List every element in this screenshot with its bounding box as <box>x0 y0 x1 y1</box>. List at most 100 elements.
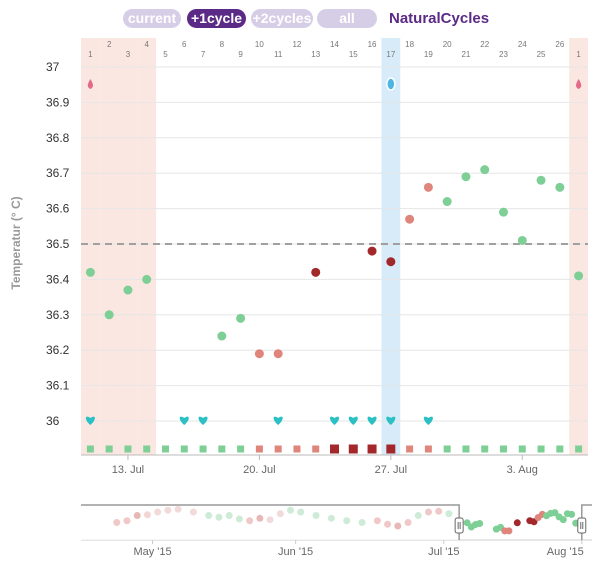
day-status-square <box>500 445 507 453</box>
day-status-square <box>255 445 263 453</box>
navigator-point <box>505 527 513 535</box>
day-status-square <box>330 444 339 454</box>
y-axis-label: Temperatur (° C) <box>9 196 23 289</box>
navigator-history-point <box>154 508 162 516</box>
heart-icon <box>423 416 433 425</box>
navigator-history-point <box>384 520 392 528</box>
navigator-history-point <box>246 517 254 525</box>
navigator-history-point <box>174 505 182 513</box>
day-status-square <box>424 445 432 453</box>
day-status-square <box>443 445 451 453</box>
heart-icon <box>367 416 377 425</box>
y-tick-label: 36.8 <box>46 131 70 145</box>
navigator-point <box>476 520 484 527</box>
day-status-square <box>199 445 207 453</box>
cycle-day-ticks: 1234567891011121314151617181920212223242… <box>88 40 581 59</box>
y-tick-label: 36.5 <box>46 237 70 251</box>
navigator-label: Jul '15 <box>428 546 459 558</box>
navigator-history-point <box>373 517 381 525</box>
navigator-history-point <box>189 508 197 516</box>
day-status-square <box>367 444 377 454</box>
cycle-day-label: 19 <box>424 50 433 59</box>
day-status-square <box>537 445 545 453</box>
cycle-day-label: 20 <box>443 40 452 49</box>
cycle-day-label: 26 <box>555 40 564 49</box>
range-navigator[interactable]: May '15 Jun '15 Jul '15 Aug '15 <box>81 504 592 558</box>
navigator-history-point <box>327 514 335 522</box>
day-status-row <box>86 444 583 454</box>
navigator-history-point <box>164 506 172 514</box>
brand-logo-text: NaturalCycles <box>389 10 490 27</box>
temperature-point <box>104 310 114 320</box>
heart-icon <box>198 416 208 425</box>
period-band <box>118 38 138 455</box>
navigator-history-point <box>414 512 422 519</box>
day-status-square <box>86 445 94 453</box>
day-status-square <box>143 445 151 453</box>
temperature-point <box>217 331 227 341</box>
cycle-day-label: 16 <box>368 40 377 49</box>
day-status-square <box>180 445 188 453</box>
navigator-history-point <box>343 517 351 525</box>
temperature-point <box>123 285 133 295</box>
cycle-day-label: 6 <box>182 40 187 49</box>
day-status-square <box>575 445 583 453</box>
day-status-square <box>162 445 169 453</box>
cycle-day-label: 3 <box>126 50 131 59</box>
period-drop-markers <box>87 77 582 91</box>
temperature-point <box>236 313 246 323</box>
day-status-square <box>124 445 132 453</box>
y-tick-label: 36.3 <box>46 308 70 322</box>
y-tick-label: 36.7 <box>46 166 70 180</box>
cycle-day-label: 13 <box>311 50 320 59</box>
day-status-square <box>312 445 320 453</box>
x-axis-date-labels: 13. Jul 20. Jul 27. Jul 3. Aug <box>112 455 538 476</box>
cycle-day-label: 25 <box>537 50 546 59</box>
heart-icon <box>85 416 95 425</box>
ovulation-test-icon <box>386 77 396 91</box>
navigator-handle[interactable] <box>577 517 587 534</box>
cycle-range-tabs: current +1cycle +2cycles all NaturalCycl… <box>0 9 600 29</box>
navigator-label: Jun '15 <box>278 546 313 558</box>
navigator-history-point <box>276 510 284 518</box>
navigator-history-point <box>123 517 131 525</box>
tab-all[interactable]: all <box>317 9 377 28</box>
navigator-history-point <box>225 512 233 519</box>
day-status-square <box>348 444 358 454</box>
day-bands <box>81 38 588 455</box>
cycle-day-label: 1 <box>576 50 581 59</box>
x-date-label: 13. Jul <box>112 464 144 476</box>
navigator-label: May '15 <box>133 546 171 558</box>
navigator-handle[interactable] <box>454 517 464 534</box>
navigator-history-point <box>215 513 223 521</box>
cycle-day-label: 18 <box>405 40 414 49</box>
cycle-day-label: 12 <box>292 40 301 49</box>
navigator-point <box>568 510 576 518</box>
navigator-history-point <box>235 515 243 523</box>
heart-icon <box>386 416 396 425</box>
navigator-history-point <box>297 508 305 516</box>
tab-current[interactable]: current <box>123 9 181 28</box>
day-status-square <box>406 445 414 453</box>
navigator-history-point <box>312 512 320 519</box>
temperature-point <box>517 235 527 245</box>
temperature-point <box>85 267 95 277</box>
cycle-day-label: 23 <box>499 50 508 59</box>
highlight-band <box>381 38 401 455</box>
period-band <box>81 38 100 455</box>
tab-plus-2-cycles[interactable]: +2cycles <box>251 9 313 28</box>
day-status-square <box>481 445 489 453</box>
navigator-history-point <box>205 512 213 519</box>
day-status-square <box>218 445 226 453</box>
navigator-history-point <box>358 519 366 526</box>
temperature-point <box>480 165 490 175</box>
tab-plus-1-cycle[interactable]: +1cycle <box>187 9 246 28</box>
temperature-point <box>574 271 584 281</box>
x-date-label: 3. Aug <box>507 464 538 476</box>
y-tick-label: 37 <box>46 60 60 74</box>
y-axis-ticks: 36 36.1 36.2 36.3 36.4 36.5 36.6 36.7 36.8 36.9 37 <box>46 60 70 428</box>
temperature-point <box>367 246 377 256</box>
temperature-point <box>499 207 508 217</box>
navigator-history-point <box>287 506 295 514</box>
navigator-point <box>559 516 567 524</box>
